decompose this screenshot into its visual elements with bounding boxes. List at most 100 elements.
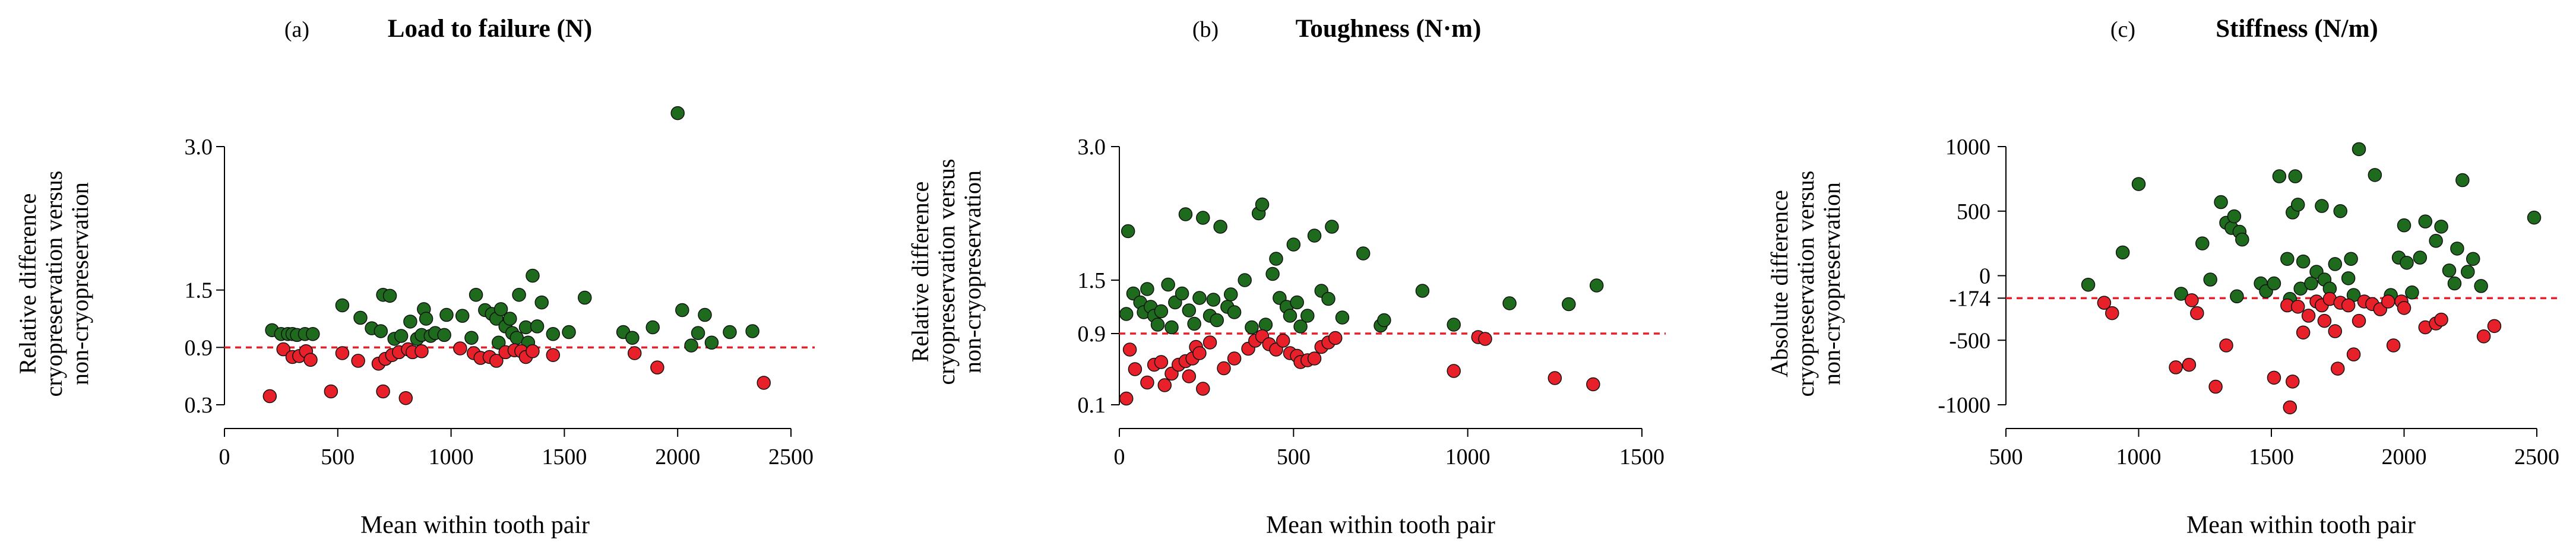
y-tick-label-0-3: 0.3: [185, 393, 213, 418]
data-point-below: [1227, 351, 1242, 366]
panel-b-ylabel: Relative difference cryopreservation ver…: [907, 159, 986, 385]
data-point-above: [1187, 316, 1201, 331]
data-point-above: [1356, 246, 1371, 261]
panel-b-label: (b): [1192, 17, 1219, 42]
panel-a-title: Load to failure (N): [388, 15, 592, 43]
data-point-below: [1157, 378, 1172, 392]
data-point-below: [1478, 332, 1492, 346]
y-tick-label-500: 500: [1957, 199, 1990, 224]
data-point-below: [2208, 379, 2223, 394]
data-point-above: [675, 303, 689, 318]
data-point-above: [2368, 168, 2382, 182]
data-point-above: [1335, 310, 1350, 325]
data-point-above: [704, 335, 719, 350]
panel-b-title: Toughness (N·m): [1296, 15, 1482, 43]
data-point-below: [2341, 298, 2356, 313]
data-point-above: [1206, 293, 1221, 307]
data-point-above: [306, 327, 320, 341]
data-point-above: [2466, 252, 2480, 266]
panel-b-xlabel: Mean within tooth pair: [1266, 512, 1495, 539]
data-point-above: [1210, 313, 1224, 328]
data-point-above: [1196, 211, 1210, 225]
panel-a-ylabel-line-2: cryopreservation versus: [40, 171, 67, 397]
data-point-above: [1307, 229, 1322, 243]
data-point-below: [650, 360, 664, 375]
x-tick-label-2500: 2500: [2514, 445, 2559, 469]
x-tick-label-2000: 2000: [655, 445, 700, 469]
y-tick-label-3-0: 3.0: [1078, 135, 1106, 160]
data-point-below: [526, 344, 540, 358]
data-point-above: [382, 288, 397, 303]
panel-b-plot: 0.1 0.9 1.5 3.0 0 500 1000 1500: [1078, 135, 1666, 469]
data-point-below: [2190, 306, 2204, 320]
data-point-above: [1175, 286, 1189, 301]
data-point-above: [2434, 220, 2448, 234]
data-point-below: [1192, 346, 1207, 360]
data-point-above: [1245, 320, 1259, 335]
x-tick-label-1500: 1500: [1619, 445, 1664, 469]
data-point-above: [2455, 173, 2470, 188]
data-point-above: [1321, 291, 1336, 306]
data-point-below: [489, 354, 504, 368]
data-point-above: [2527, 210, 2542, 225]
data-point-above: [546, 327, 561, 341]
data-point-above: [1182, 303, 1197, 318]
data-point-above: [437, 328, 451, 342]
data-point-below: [1154, 355, 1169, 369]
data-point-above: [1293, 319, 1308, 334]
data-point-below: [1202, 335, 1217, 350]
data-point-above: [1227, 305, 1242, 319]
data-point-below: [1128, 362, 1143, 376]
data-point-above: [745, 324, 759, 338]
data-point-above: [1213, 220, 1227, 234]
data-point-above: [562, 325, 576, 339]
panel-b-ylabel-line-2: cryopreservation versus: [933, 159, 960, 385]
data-point-above: [2418, 214, 2433, 229]
x-tick-label-1000: 1000: [2116, 445, 2162, 469]
data-point-below: [2352, 313, 2366, 328]
data-point-below: [1548, 371, 1562, 385]
x-tick-label-500: 500: [1989, 445, 2023, 469]
panel-c-ylabel-line-3: non-cryopreservation: [1818, 182, 1845, 385]
data-point-below: [2219, 338, 2233, 353]
data-point-above: [1150, 318, 1165, 332]
y-tick-label-1000: 1000: [1945, 135, 1990, 160]
data-point-below: [324, 384, 338, 399]
data-point-above: [335, 298, 350, 313]
data-point-above: [1447, 318, 1461, 332]
data-point-above: [1325, 220, 1339, 234]
data-point-below: [1217, 361, 1231, 376]
data-point-above: [2272, 169, 2287, 183]
panel-b-ylabel-line-3: non-cryopreservation: [959, 170, 986, 373]
panel-toughness: (b) Toughness (N·m) 0.1 0.9 1.5 3.0 0 500 1000…: [907, 15, 1666, 539]
x-tick-label-1500: 1500: [2249, 445, 2294, 469]
data-point-below: [1196, 382, 1210, 396]
data-point-below: [2185, 293, 2199, 307]
data-point-below: [546, 348, 561, 362]
data-point-above: [2405, 285, 2419, 300]
y-tick-label-1-5: 1.5: [185, 278, 213, 303]
data-point-above: [2290, 198, 2305, 212]
data-point-above: [2115, 245, 2130, 260]
data-point-above: [2280, 252, 2295, 266]
data-point-above: [2344, 252, 2358, 266]
data-point-below: [2290, 299, 2305, 314]
data-point-below: [2331, 361, 2345, 376]
data-point-above: [1258, 318, 1273, 332]
data-point-below: [2105, 306, 2119, 320]
data-point-below: [627, 346, 642, 360]
data-point-above: [698, 307, 712, 322]
data-point-above: [1154, 304, 1169, 319]
data-point-above: [2397, 218, 2412, 233]
x-tick-label-1500: 1500: [542, 445, 587, 469]
data-point-above: [2214, 195, 2228, 210]
data-point-above: [493, 302, 508, 316]
data-point-above: [1269, 252, 1283, 266]
data-point-above: [1140, 282, 1154, 296]
y-tick-label-0: 0: [1979, 264, 1990, 289]
data-point-above: [1119, 307, 1134, 321]
data-point-above: [2230, 289, 2244, 304]
data-point-below: [1586, 377, 1600, 392]
